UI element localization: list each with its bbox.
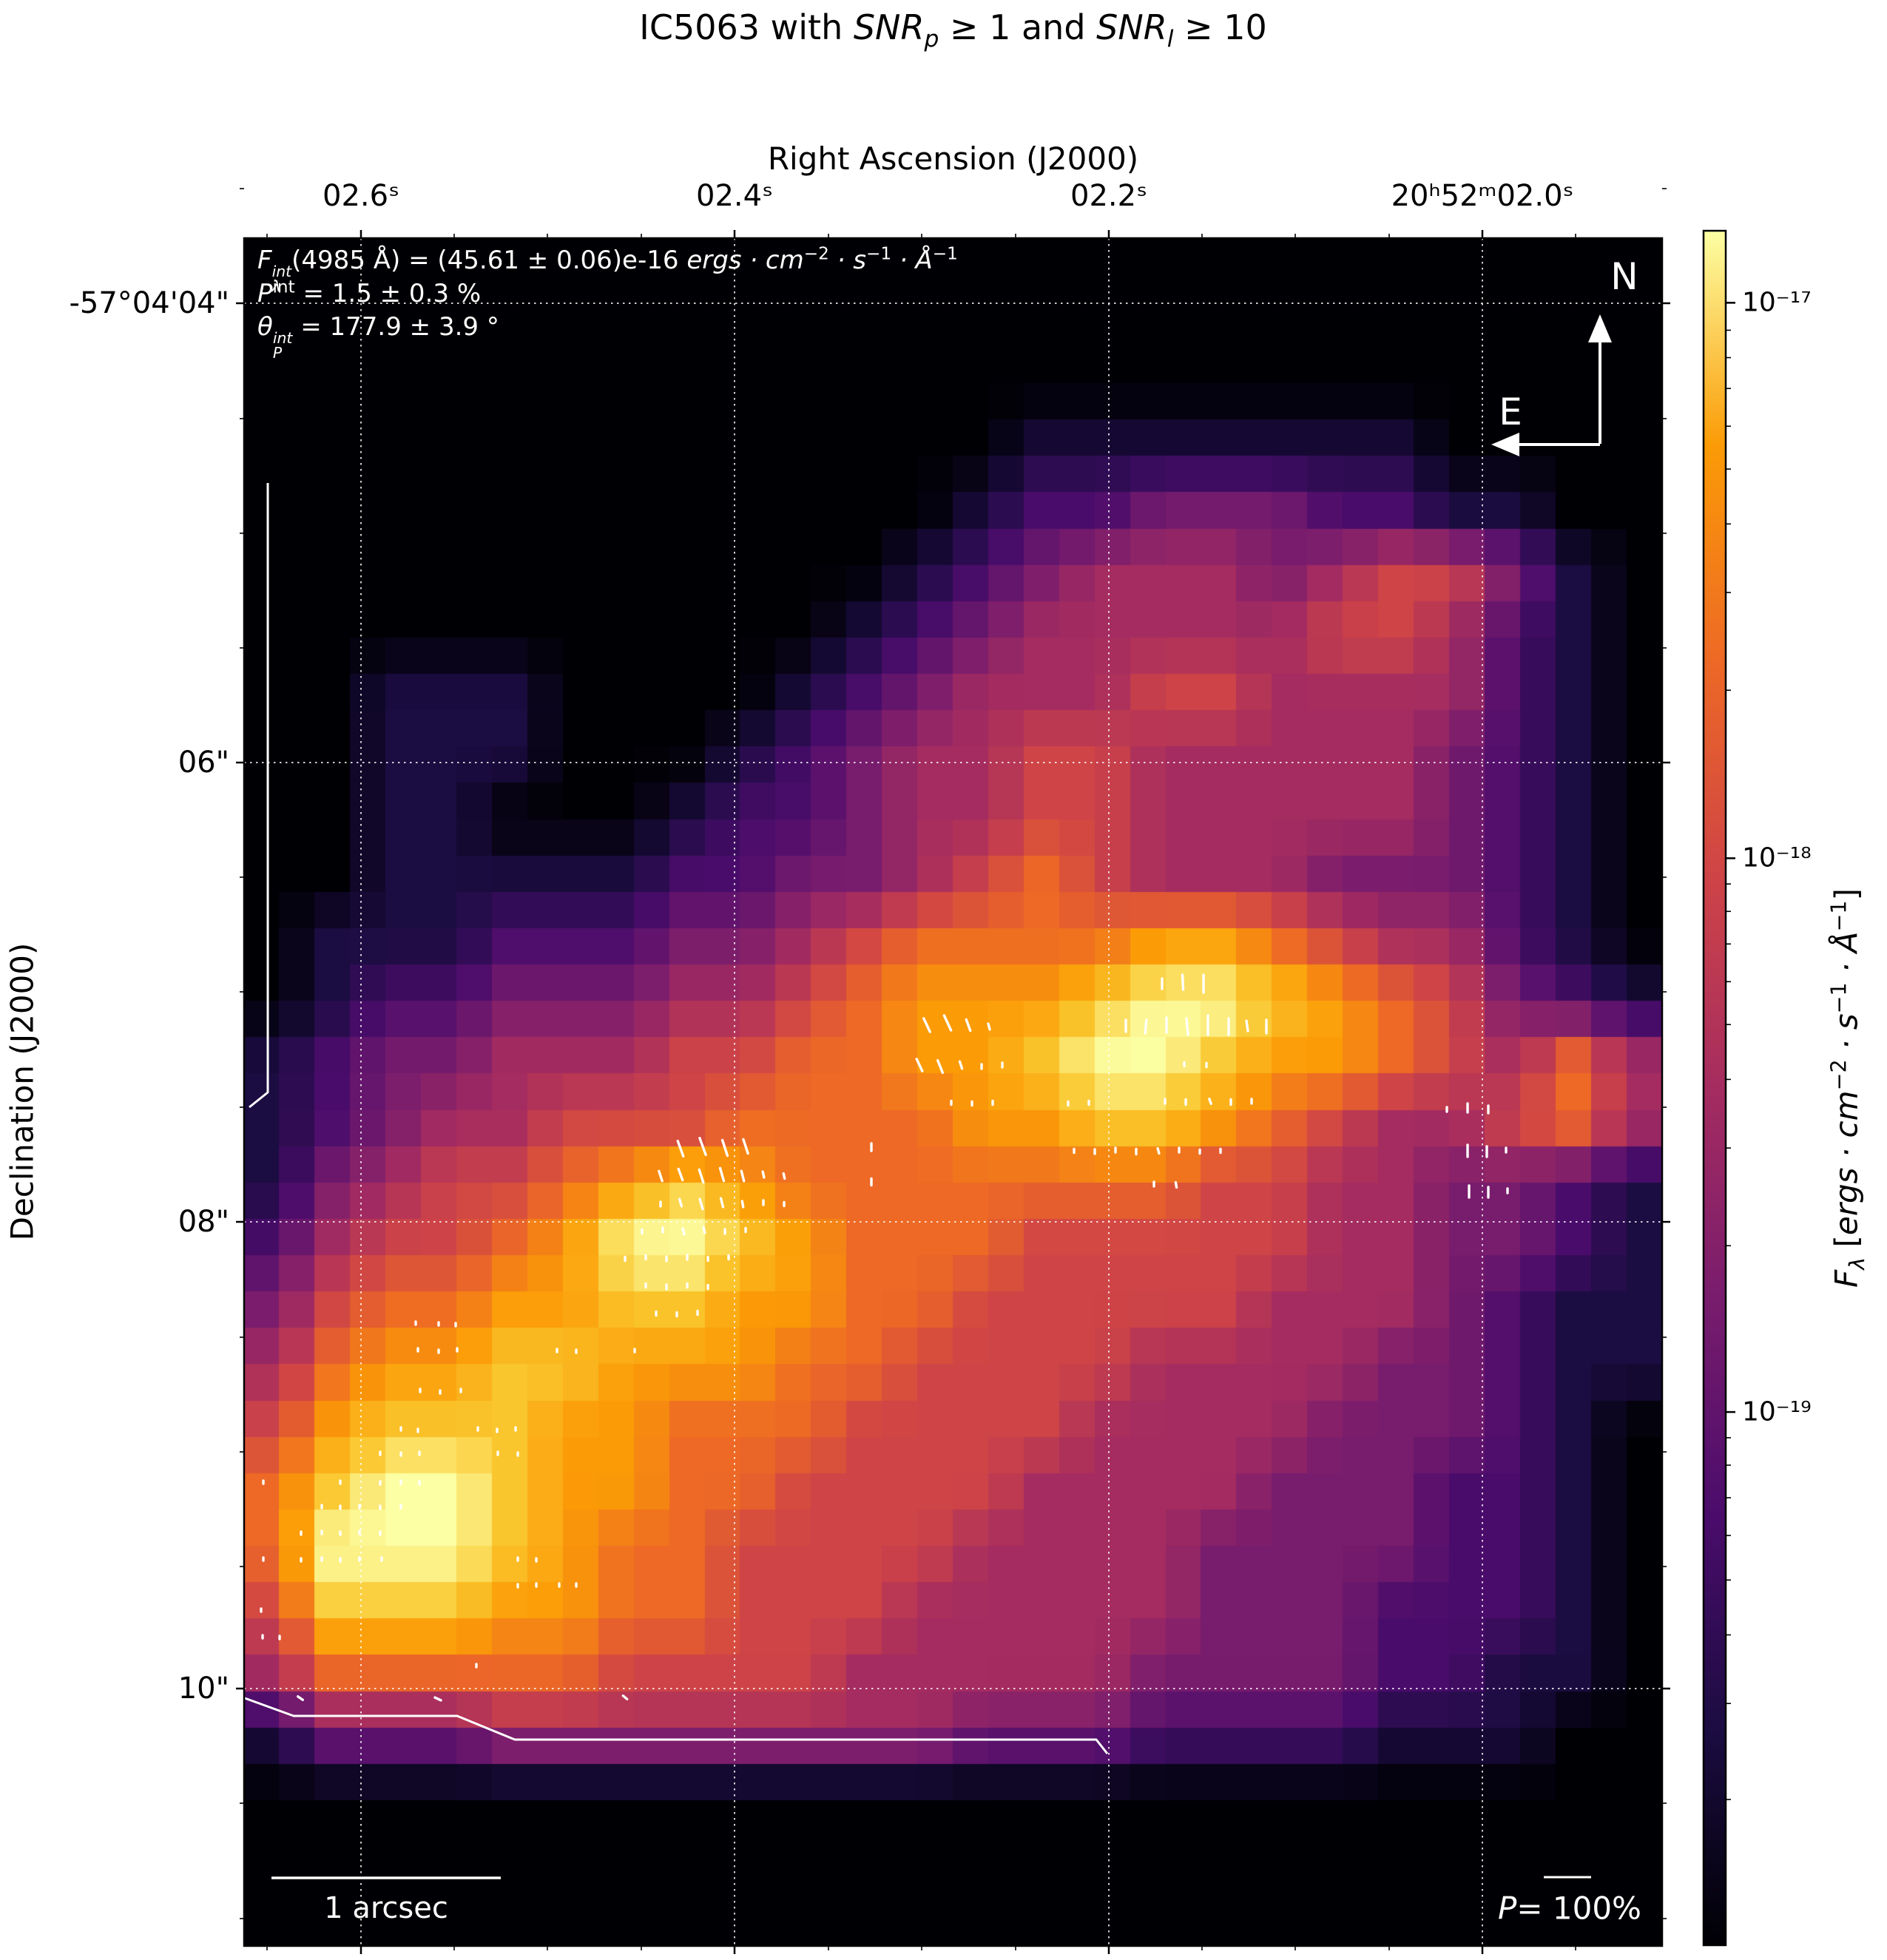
- dec-tick-label: -57°04'04": [69, 286, 229, 320]
- scalebar-label: 1 arcsec: [324, 1891, 448, 1925]
- colorbar-tick-label: 10⁻¹⁷: [1742, 287, 1812, 318]
- compass-north-label: N: [1610, 255, 1638, 298]
- colorbar-gradient: [1704, 231, 1726, 1945]
- colorbar-axis-label: Fλ [ergs · cm−2 · s−1 · Å−1]: [1826, 888, 1869, 1288]
- dec-axis-label: Declination (J2000): [4, 942, 41, 1241]
- page-title: IC5063 with SNRp ≥ 1 and SNRl ≥ 10: [639, 7, 1267, 53]
- dec-tick-label: 10": [178, 1672, 229, 1706]
- theta-annotation-line: θ int P = 177.9 ± 3.9 °: [257, 312, 499, 362]
- polarization-scale-label: P= 100%: [1498, 1890, 1641, 1927]
- colorbar-tick-label: 10⁻¹⁹: [1742, 1396, 1812, 1427]
- colorbar-tick-label: 10⁻¹⁸: [1742, 842, 1812, 873]
- ra-tick-label: 02.4ˢ: [696, 179, 773, 213]
- dec-tick-label: 06": [178, 746, 229, 780]
- ra-axis-label: Right Ascension (J2000): [767, 141, 1139, 177]
- polarization-annotation-line: Pint = 1.5 ± 0.3 %: [257, 277, 482, 308]
- compass-east-label: E: [1499, 391, 1522, 433]
- ra-tick-label: 02.6ˢ: [323, 179, 399, 213]
- flux-heatmap: [244, 238, 1662, 1946]
- ra-tick-label: 02.2ˢ: [1070, 179, 1147, 213]
- colorbar: [1704, 231, 1726, 1945]
- ra-tick-label: 20ʰ52ᵐ02.0ˢ: [1391, 179, 1574, 213]
- dec-tick-label: 08": [178, 1205, 229, 1239]
